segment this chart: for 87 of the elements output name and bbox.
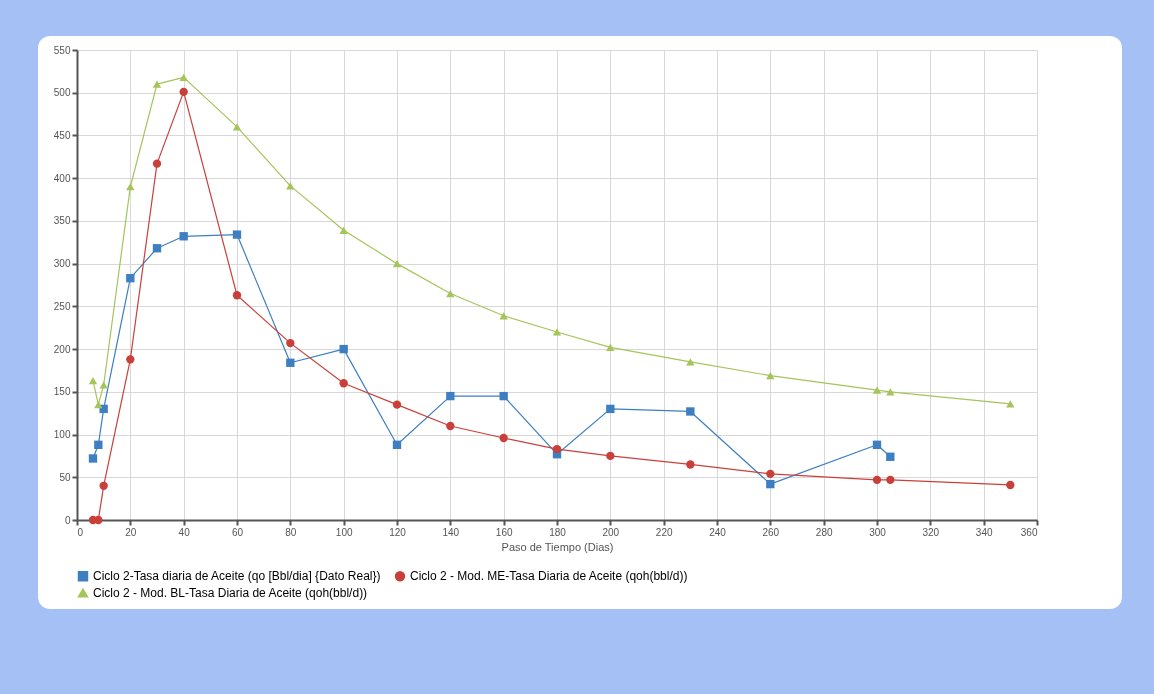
y-tick-label: 400 bbox=[53, 172, 71, 184]
x-tick-label: 200 bbox=[602, 526, 620, 538]
x-tick-label: 40 bbox=[178, 526, 191, 538]
point bbox=[232, 291, 242, 300]
y-tick-label: 500 bbox=[53, 87, 71, 99]
x-tick-label: 20 bbox=[125, 526, 137, 538]
point bbox=[766, 371, 775, 380]
point bbox=[179, 232, 188, 241]
point bbox=[339, 226, 348, 234]
legend-label: Ciclo 2 - Mod. ME-Tasa Diaria de Aceite (qoh(bbl/d)) bbox=[410, 569, 688, 584]
point bbox=[446, 421, 455, 431]
point bbox=[232, 123, 242, 131]
y-tick-label: 300 bbox=[53, 258, 71, 270]
x-tick-label: 240 bbox=[709, 526, 727, 538]
x-axis-title: Paso de Tiempo (Dias) bbox=[501, 540, 614, 553]
point bbox=[766, 469, 775, 479]
point bbox=[392, 260, 402, 268]
x-tick-label: 100 bbox=[335, 526, 353, 538]
x-tick-label: 180 bbox=[549, 526, 567, 538]
point bbox=[94, 440, 103, 449]
point bbox=[88, 377, 98, 385]
x-tick-label: 120 bbox=[389, 526, 407, 538]
point bbox=[872, 475, 882, 485]
point bbox=[392, 400, 402, 409]
y-tick-label: 200 bbox=[53, 343, 71, 355]
point bbox=[99, 381, 108, 389]
x-tick-label: 80 bbox=[285, 526, 297, 538]
legend-label: Ciclo 2 - Mod. BL-Tasa Diaria de Aceite (qoh(bbl/d)) bbox=[93, 586, 368, 600]
point bbox=[686, 358, 695, 366]
point bbox=[126, 355, 135, 364]
point bbox=[286, 338, 295, 348]
point bbox=[886, 388, 895, 396]
x-tick-label: 140 bbox=[442, 526, 460, 538]
point bbox=[179, 87, 188, 97]
point bbox=[339, 379, 348, 388]
point bbox=[886, 475, 895, 485]
point bbox=[872, 440, 882, 449]
point bbox=[152, 80, 162, 88]
x-tick-label: 260 bbox=[762, 526, 780, 538]
point bbox=[446, 391, 455, 401]
point bbox=[886, 452, 895, 461]
point bbox=[552, 328, 562, 336]
y-tick-label: 0 bbox=[64, 514, 71, 526]
point bbox=[606, 404, 615, 414]
point bbox=[339, 344, 348, 354]
legend-label: Ciclo 2-Tasa diaria de Aceite (qo [Bbl/dia] {Dato Real}) bbox=[93, 569, 381, 584]
point bbox=[499, 433, 508, 443]
point bbox=[126, 183, 135, 191]
y-tick-label: 50 bbox=[59, 471, 71, 483]
point bbox=[152, 244, 162, 253]
x-tick-label: 360 bbox=[1020, 526, 1038, 538]
x-tick-label: 340 bbox=[975, 526, 993, 538]
point bbox=[446, 289, 455, 298]
y-tick-label: 250 bbox=[53, 300, 71, 312]
x-tick-label: 60 bbox=[231, 526, 244, 538]
point bbox=[606, 343, 615, 351]
point bbox=[1006, 400, 1015, 408]
point bbox=[766, 479, 775, 489]
point bbox=[552, 444, 562, 454]
point bbox=[499, 391, 508, 401]
point bbox=[606, 451, 615, 461]
point bbox=[872, 386, 882, 394]
point bbox=[88, 454, 98, 463]
point bbox=[94, 401, 103, 409]
point bbox=[94, 515, 103, 525]
y-tick-label: 100 bbox=[53, 429, 71, 441]
y-tick-label: 550 bbox=[53, 44, 71, 56]
point bbox=[686, 460, 695, 469]
point bbox=[686, 407, 695, 416]
y-tick-label: 150 bbox=[53, 386, 71, 398]
point bbox=[232, 230, 242, 239]
x-tick-label: 300 bbox=[869, 526, 887, 538]
point bbox=[499, 312, 508, 320]
x-tick-label: 220 bbox=[655, 526, 673, 538]
y-tick-label: 350 bbox=[53, 215, 71, 227]
point bbox=[392, 440, 402, 449]
x-tick-label: 280 bbox=[815, 526, 833, 538]
y-tick-label: 450 bbox=[53, 129, 71, 141]
x-tick-label: 0 bbox=[77, 526, 84, 538]
x-tick-label: 160 bbox=[495, 526, 513, 538]
point bbox=[1006, 480, 1015, 490]
point bbox=[179, 73, 188, 81]
point bbox=[99, 481, 108, 490]
point bbox=[286, 358, 295, 367]
point bbox=[126, 273, 135, 283]
x-tick-label: 320 bbox=[922, 526, 940, 538]
point bbox=[152, 159, 162, 168]
